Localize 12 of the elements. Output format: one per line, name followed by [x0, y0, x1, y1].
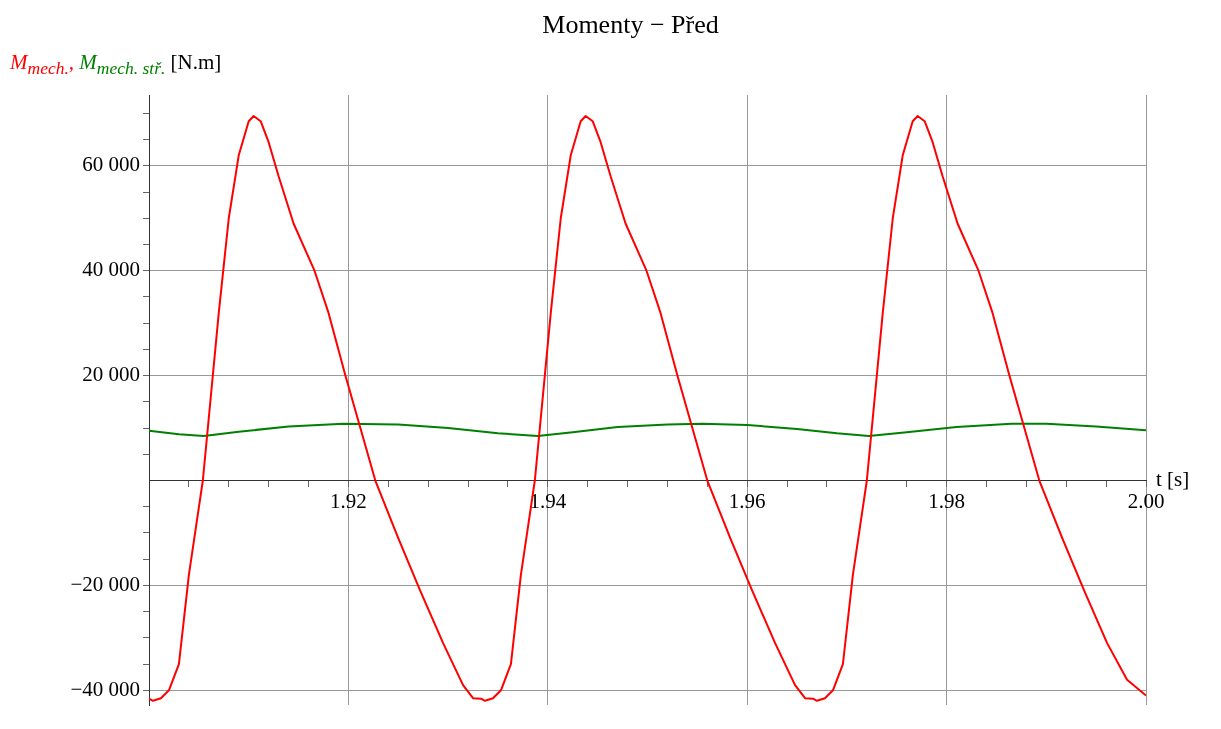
y-tick-label: 40 000 — [82, 257, 140, 282]
chart-title: Momenty − Před — [541, 10, 720, 40]
x-tick-label: 1.92 — [330, 488, 367, 513]
y-tick-label: 20 000 — [82, 362, 140, 387]
y-axis-title: [N.m] — [170, 50, 222, 74]
x-tick-label: 1.98 — [928, 488, 965, 513]
text: M$_{mech.}$, — [10, 50, 75, 79]
y-tick-label: 60 000 — [82, 152, 140, 177]
y-tick-label: −20 000 — [70, 571, 140, 596]
text: M$_{mech. stř.}$ — [79, 50, 166, 79]
x-tick-label: 1.96 — [728, 488, 766, 513]
y-tick-label: −40 000 — [70, 676, 140, 701]
